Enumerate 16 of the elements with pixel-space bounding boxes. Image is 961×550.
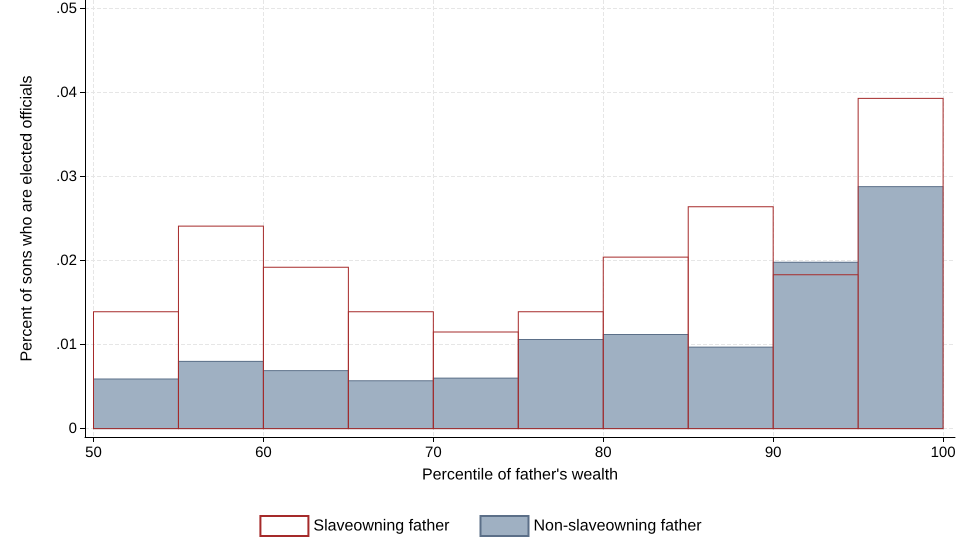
- x-tick-label: 70: [424, 444, 442, 461]
- y-axis-title: Percent of sons who are elected officials: [18, 75, 36, 362]
- y-tick-label: .02: [56, 252, 77, 270]
- legend-label: Slaveowning father: [313, 518, 450, 534]
- x-axis-title: Percentile of father's wealth: [422, 466, 618, 484]
- x-tick-label: 50: [85, 444, 102, 461]
- x-tick-label: 100: [930, 444, 956, 461]
- y-tick-label: 0: [68, 420, 77, 438]
- x-tick-label: 80: [594, 444, 612, 461]
- legend-label: Non-slaveowning father: [533, 518, 702, 534]
- y-tick-label: .01: [56, 336, 77, 354]
- x-tick-label: 60: [255, 444, 272, 461]
- x-tick-label: 90: [764, 444, 782, 461]
- y-tick-label: .05: [56, 0, 77, 17]
- y-tick-label: .04: [56, 84, 77, 101]
- y-tick-label: .03: [56, 168, 77, 185]
